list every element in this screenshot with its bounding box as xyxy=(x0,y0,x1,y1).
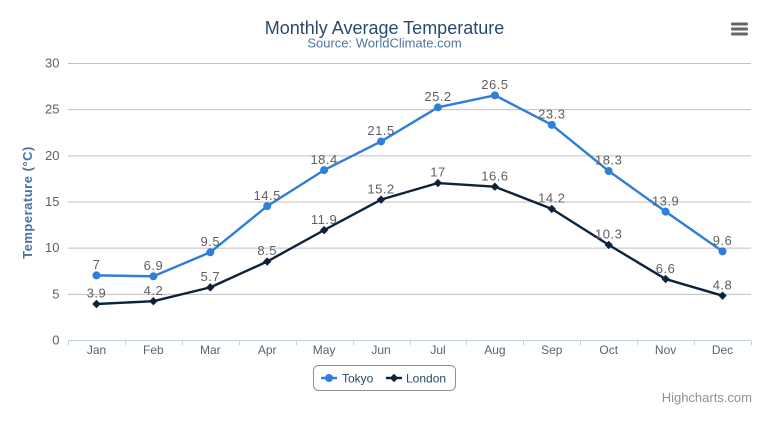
svg-text:15.2: 15.2 xyxy=(367,181,394,196)
svg-text:Jun: Jun xyxy=(371,343,390,357)
svg-text:Jan: Jan xyxy=(87,343,106,357)
svg-text:Monthly Average Temperature: Monthly Average Temperature xyxy=(265,18,504,38)
svg-text:6.9: 6.9 xyxy=(144,258,164,273)
svg-text:Mar: Mar xyxy=(200,343,221,357)
svg-text:Oct: Oct xyxy=(599,343,618,357)
svg-text:17: 17 xyxy=(430,165,445,180)
svg-text:18.4: 18.4 xyxy=(310,152,337,167)
svg-text:10: 10 xyxy=(45,240,59,255)
svg-text:5.7: 5.7 xyxy=(201,269,221,284)
svg-text:4.2: 4.2 xyxy=(144,283,164,298)
svg-text:25.2: 25.2 xyxy=(424,89,451,104)
svg-text:9.6: 9.6 xyxy=(713,233,733,248)
svg-text:Temperature (°C): Temperature (°C) xyxy=(20,146,35,259)
svg-text:Feb: Feb xyxy=(143,343,164,357)
svg-text:Sep: Sep xyxy=(541,343,563,357)
svg-text:18.3: 18.3 xyxy=(595,153,622,168)
svg-text:4.8: 4.8 xyxy=(713,277,733,292)
svg-text:10.3: 10.3 xyxy=(595,227,622,242)
svg-text:14.2: 14.2 xyxy=(538,191,565,206)
svg-text:21.5: 21.5 xyxy=(367,123,394,138)
svg-text:Highcharts.com: Highcharts.com xyxy=(662,390,752,405)
svg-text:7: 7 xyxy=(93,257,101,272)
svg-text:15: 15 xyxy=(45,194,59,209)
svg-text:Apr: Apr xyxy=(258,343,277,357)
svg-text:14.5: 14.5 xyxy=(254,188,281,203)
svg-text:Jul: Jul xyxy=(430,343,445,357)
svg-text:0: 0 xyxy=(52,333,59,348)
svg-text:5: 5 xyxy=(52,286,59,301)
svg-text:Source: WorldClimate.com: Source: WorldClimate.com xyxy=(307,36,461,51)
svg-text:16.6: 16.6 xyxy=(481,168,508,183)
svg-text:23.3: 23.3 xyxy=(538,107,565,122)
svg-text:9.5: 9.5 xyxy=(201,234,221,249)
svg-text:30: 30 xyxy=(45,56,59,71)
svg-text:11.9: 11.9 xyxy=(311,212,337,227)
svg-text:6.6: 6.6 xyxy=(656,261,676,276)
svg-text:8.5: 8.5 xyxy=(257,243,277,258)
svg-text:20: 20 xyxy=(45,148,59,163)
svg-text:Dec: Dec xyxy=(712,343,733,357)
svg-text:London: London xyxy=(406,372,446,386)
svg-text:Aug: Aug xyxy=(484,343,505,357)
svg-text:Nov: Nov xyxy=(655,343,676,357)
svg-text:3.9: 3.9 xyxy=(87,286,107,301)
svg-text:Tokyo: Tokyo xyxy=(342,372,374,386)
svg-text:May: May xyxy=(313,343,336,357)
svg-text:26.5: 26.5 xyxy=(481,77,508,92)
svg-text:25: 25 xyxy=(45,102,59,117)
svg-text:13.9: 13.9 xyxy=(652,193,679,208)
